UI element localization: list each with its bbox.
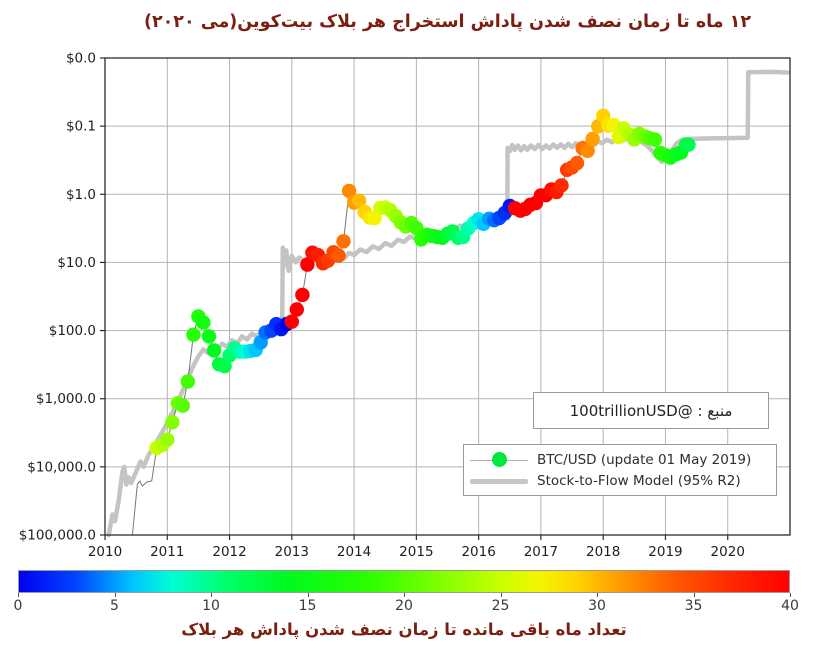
colorbar-tick bbox=[307, 593, 309, 597]
legend-label-s2f: Stock-to-Flow Model (95% R2) bbox=[537, 472, 741, 489]
colorbar-tick bbox=[597, 593, 598, 597]
colorbar-tick-label: 15 bbox=[298, 598, 317, 614]
btc-price-dots bbox=[149, 108, 696, 456]
data-point bbox=[206, 343, 222, 358]
x-tick-label: 2016 bbox=[461, 544, 495, 560]
x-tick-label: 2017 bbox=[524, 544, 558, 560]
legend-dot-marker bbox=[470, 452, 528, 468]
x-tick-label: 2012 bbox=[212, 544, 246, 560]
x-tick-label: 2010 bbox=[88, 544, 122, 560]
y-tick-label: $10,000.0 bbox=[27, 459, 96, 475]
data-point bbox=[160, 432, 175, 447]
y-tick-label: $10.0 bbox=[57, 255, 96, 271]
chart-title: ۱۲ ماه تا زمان نصف شدن پاداش استخراج هر … bbox=[143, 12, 752, 32]
data-point bbox=[580, 143, 595, 158]
data-point bbox=[300, 257, 315, 272]
x-tick-label: 2014 bbox=[337, 544, 371, 560]
y-tick-label: $0.0 bbox=[66, 51, 96, 67]
legend-line-marker bbox=[470, 473, 528, 489]
x-tick-label: 2019 bbox=[648, 544, 682, 560]
data-point bbox=[289, 302, 304, 317]
colorbar-tick-label: 30 bbox=[588, 598, 606, 614]
data-point bbox=[351, 193, 367, 208]
y-tick-label: $1.0 bbox=[66, 187, 96, 203]
colorbar-tick bbox=[500, 593, 502, 597]
x-tick-label: 2020 bbox=[711, 544, 745, 560]
data-point bbox=[196, 315, 211, 330]
data-point bbox=[201, 329, 217, 344]
data-point bbox=[585, 131, 600, 147]
data-point bbox=[341, 183, 357, 199]
y-tick-label: $1,000.0 bbox=[36, 391, 96, 407]
source-box: منبع : @100trillionUSD bbox=[533, 392, 769, 429]
x-tick-label: 2018 bbox=[586, 544, 620, 560]
plot-border bbox=[104, 57, 791, 536]
colorbar-tick-label: 20 bbox=[395, 598, 413, 614]
months-colorbar bbox=[18, 570, 790, 593]
axis-ticks bbox=[100, 57, 729, 540]
colorbar-tick bbox=[404, 593, 405, 597]
data-point bbox=[217, 359, 232, 374]
x-tick-label: 2015 bbox=[399, 544, 433, 560]
data-point bbox=[295, 287, 310, 303]
colorbar-tick bbox=[693, 593, 695, 597]
data-point bbox=[331, 248, 346, 263]
data-point bbox=[554, 178, 569, 193]
y-tick-label: $100,000.0 bbox=[19, 528, 96, 544]
data-point bbox=[569, 155, 585, 171]
colorbar-caption: تعداد ماه باقی مانده تا زمان نصف شدن پاد… bbox=[181, 620, 627, 639]
y-tick-label: $100.0 bbox=[49, 323, 96, 339]
data-point bbox=[647, 132, 663, 147]
data-point bbox=[165, 415, 180, 430]
data-point bbox=[336, 234, 351, 249]
colorbar-tick bbox=[790, 593, 791, 597]
data-point bbox=[186, 327, 201, 342]
colorbar-tick bbox=[114, 593, 116, 597]
colorbar-tick-label: 25 bbox=[491, 598, 510, 614]
axis-tick-labels: 2010 2011 2012 2013 2014 2015 2016 2017 2018 2019… bbox=[19, 51, 745, 561]
legend-box: BTC/USD (update 01 May 2019) Stock-to-Fl… bbox=[463, 444, 777, 496]
legend-label-btcusd: BTC/USD (update 01 May 2019) bbox=[537, 451, 752, 468]
colorbar-tick-label: 40 bbox=[781, 598, 799, 614]
data-point bbox=[409, 220, 424, 236]
data-point bbox=[180, 374, 195, 389]
legend-item-btcusd: BTC/USD (update 01 May 2019) bbox=[470, 452, 768, 468]
colorbar-tick bbox=[211, 593, 212, 597]
x-tick-label: 2011 bbox=[150, 544, 184, 560]
legend-item-s2f: Stock-to-Flow Model (95% R2) bbox=[470, 473, 768, 489]
colorbar-tick-label: 35 bbox=[684, 598, 703, 614]
x-tick-label: 2013 bbox=[275, 544, 309, 560]
y-tick-label: $0.1 bbox=[66, 119, 96, 135]
source-text: منبع : @100trillionUSD bbox=[569, 401, 733, 420]
data-point bbox=[175, 398, 190, 413]
data-point bbox=[681, 137, 696, 152]
colorbar-tick-label: 5 bbox=[110, 598, 119, 614]
colorbar-tick-label: 10 bbox=[202, 598, 220, 614]
colorbar-tick-label: 0 bbox=[13, 598, 23, 614]
data-point bbox=[284, 314, 299, 329]
colorbar-tick bbox=[18, 593, 19, 597]
